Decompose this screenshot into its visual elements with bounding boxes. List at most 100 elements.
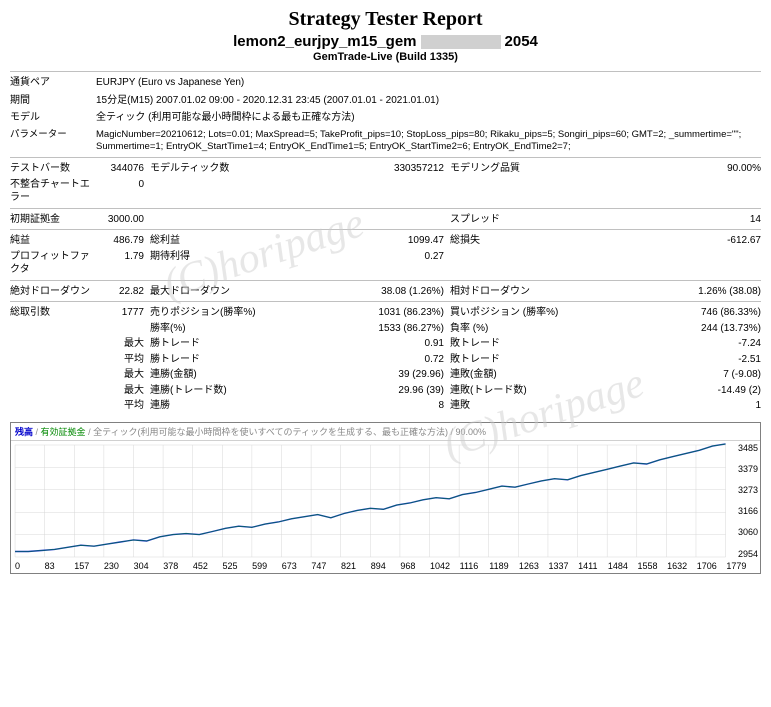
lose-value: 244 (13.73%) <box>600 322 761 336</box>
ltr-avg: -2.51 <box>600 353 761 367</box>
reldd-value: 1.26% (38.08) <box>600 285 761 299</box>
sell-label: 売りポジション(勝率%) <box>150 306 300 320</box>
xtick: 378 <box>163 561 193 571</box>
ytick: 3379 <box>738 464 758 474</box>
chart-ylabels: 3485 3379 3273 3166 3060 2954 <box>738 441 758 561</box>
subtitle-post: 2054 <box>505 33 538 50</box>
avgconw-value: 8 <box>300 399 450 413</box>
wtr-label2: 勝トレード <box>150 353 300 367</box>
legend-method: / 全ティック(利用可能な最小時間枠を使いすべてのティックを生成する、最も正確な… <box>88 427 448 437</box>
xtick: 1189 <box>489 561 519 571</box>
reldd-label: 相対ドローダウン <box>450 285 600 299</box>
win-value: 1533 (86.27%) <box>300 322 450 336</box>
max-label2: 最大 <box>96 368 150 382</box>
ytick: 2954 <box>738 549 758 559</box>
xtick: 1779 <box>726 561 756 571</box>
modeltick-label: モデルティック数 <box>150 162 300 176</box>
spread-label: スプレッド <box>450 213 600 227</box>
legend-balance: 残高 <box>15 427 33 437</box>
absdd-label: 絶対ドローダウン <box>10 285 96 299</box>
mismatch-label: 不整合チャートエラー <box>10 178 96 205</box>
conw-amt-value: 39 (29.96) <box>300 368 450 382</box>
mismatch-value: 0 <box>96 178 150 205</box>
conw-cnt-value: 29.96 (39) <box>300 384 450 398</box>
max-label3: 最大 <box>96 384 150 398</box>
pf-label: プロフィットファクタ <box>10 250 96 277</box>
xtick: 968 <box>400 561 430 571</box>
xtick: 304 <box>134 561 164 571</box>
pair-value: EURJPY (Euro vs Japanese Yen) <box>96 76 761 90</box>
xtick: 821 <box>341 561 371 571</box>
model-value: 全ティック (利用可能な最小時間枠による最も正確な方法) <box>96 111 761 125</box>
report-title: Strategy Tester Report <box>10 8 761 31</box>
legend-quality: / 90.00% <box>451 427 487 437</box>
conl-amt-label: 連敗(金額) <box>450 368 600 382</box>
redacted-block <box>421 35 501 49</box>
quality-label: モデリング品質 <box>450 162 600 176</box>
xtick: 1632 <box>667 561 697 571</box>
total-label: 総取引数 <box>10 306 96 320</box>
ytick: 3485 <box>738 443 758 453</box>
conw-cnt-label: 連勝(トレード数) <box>150 384 300 398</box>
deposit-section: 初期証拠金 3000.00 スプレッド 14 <box>10 208 761 230</box>
model-label: モデル <box>10 111 96 125</box>
xtick: 1042 <box>430 561 460 571</box>
chart-xlabels: 0831572303043784525255996737478218949681… <box>11 561 760 573</box>
xtick: 747 <box>311 561 341 571</box>
ytick: 3060 <box>738 527 758 537</box>
grossl-value: -612.67 <box>600 234 761 248</box>
net-value: 486.79 <box>96 234 150 248</box>
absdd-value: 22.82 <box>96 285 150 299</box>
xtick: 0 <box>15 561 45 571</box>
sell-value: 1031 (86.23%) <box>300 306 450 320</box>
grossp-label: 総利益 <box>150 234 300 248</box>
quality-value: 90.00% <box>600 162 761 176</box>
grossp-value: 1099.47 <box>300 234 450 248</box>
ytick: 3166 <box>738 506 758 516</box>
bars-section: テストバー数 344076 モデルティック数 330357212 モデリング品質… <box>10 157 761 208</box>
testbar-label: テストバー数 <box>10 162 96 176</box>
grossl-label: 総損失 <box>450 234 600 248</box>
info-section: 通貨ペアEURJPY (Euro vs Japanese Yen) 期間15分足… <box>10 71 761 157</box>
xtick: 525 <box>222 561 252 571</box>
xtick: 1484 <box>608 561 638 571</box>
lose-label: 負率 (%) <box>450 322 600 336</box>
legend-margin: 有効証拠金 <box>41 427 86 437</box>
wtr-label: 勝トレード <box>150 337 300 351</box>
xtick: 673 <box>282 561 312 571</box>
net-label: 純益 <box>10 234 96 248</box>
avgconw-label: 連勝 <box>150 399 300 413</box>
xtick: 157 <box>74 561 104 571</box>
ltr-label: 敗トレード <box>450 337 600 351</box>
chart-svg <box>11 441 760 561</box>
xtick: 894 <box>371 561 401 571</box>
drawdown-section: 絶対ドローダウン 22.82 最大ドローダウン 38.08 (1.26%) 相対… <box>10 280 761 302</box>
xtick: 83 <box>45 561 75 571</box>
max-label: 最大 <box>96 337 150 351</box>
equity-chart: 残高 / 有効証拠金 / 全ティック(利用可能な最小時間枠を使いすべてのティック… <box>10 422 761 574</box>
pf-value: 1.79 <box>96 250 150 277</box>
report-subtitle: lemon2_eurjpy_m15_gem2054 <box>10 33 761 50</box>
xtick: 1706 <box>697 561 727 571</box>
wtr-avg: 0.72 <box>300 353 450 367</box>
xtick: 1411 <box>578 561 608 571</box>
conw-amt-label: 連勝(金額) <box>150 368 300 382</box>
param-label: パラメーター <box>10 129 96 155</box>
trades-section: 総取引数 1777 売りポジション(勝率%) 1031 (86.23%) 買いポ… <box>10 301 761 416</box>
ytick: 3273 <box>738 485 758 495</box>
xtick: 1263 <box>519 561 549 571</box>
wtr-max: 0.91 <box>300 337 450 351</box>
buy-value: 746 (86.33%) <box>600 306 761 320</box>
xtick: 1337 <box>549 561 579 571</box>
buy-label: 買いポジション (勝率%) <box>450 306 600 320</box>
period-value: 15分足(M15) 2007.01.02 09:00 - 2020.12.31 … <box>96 94 761 108</box>
xtick: 452 <box>193 561 223 571</box>
exp-label: 期待利得 <box>150 250 300 277</box>
xtick: 1116 <box>460 561 490 571</box>
maxdd-value: 38.08 (1.26%) <box>300 285 450 299</box>
period-label: 期間 <box>10 94 96 108</box>
maxdd-label: 最大ドローダウン <box>150 285 300 299</box>
total-value: 1777 <box>96 306 150 320</box>
exp-value: 0.27 <box>300 250 450 277</box>
build-line: GemTrade-Live (Build 1335) <box>10 51 761 63</box>
